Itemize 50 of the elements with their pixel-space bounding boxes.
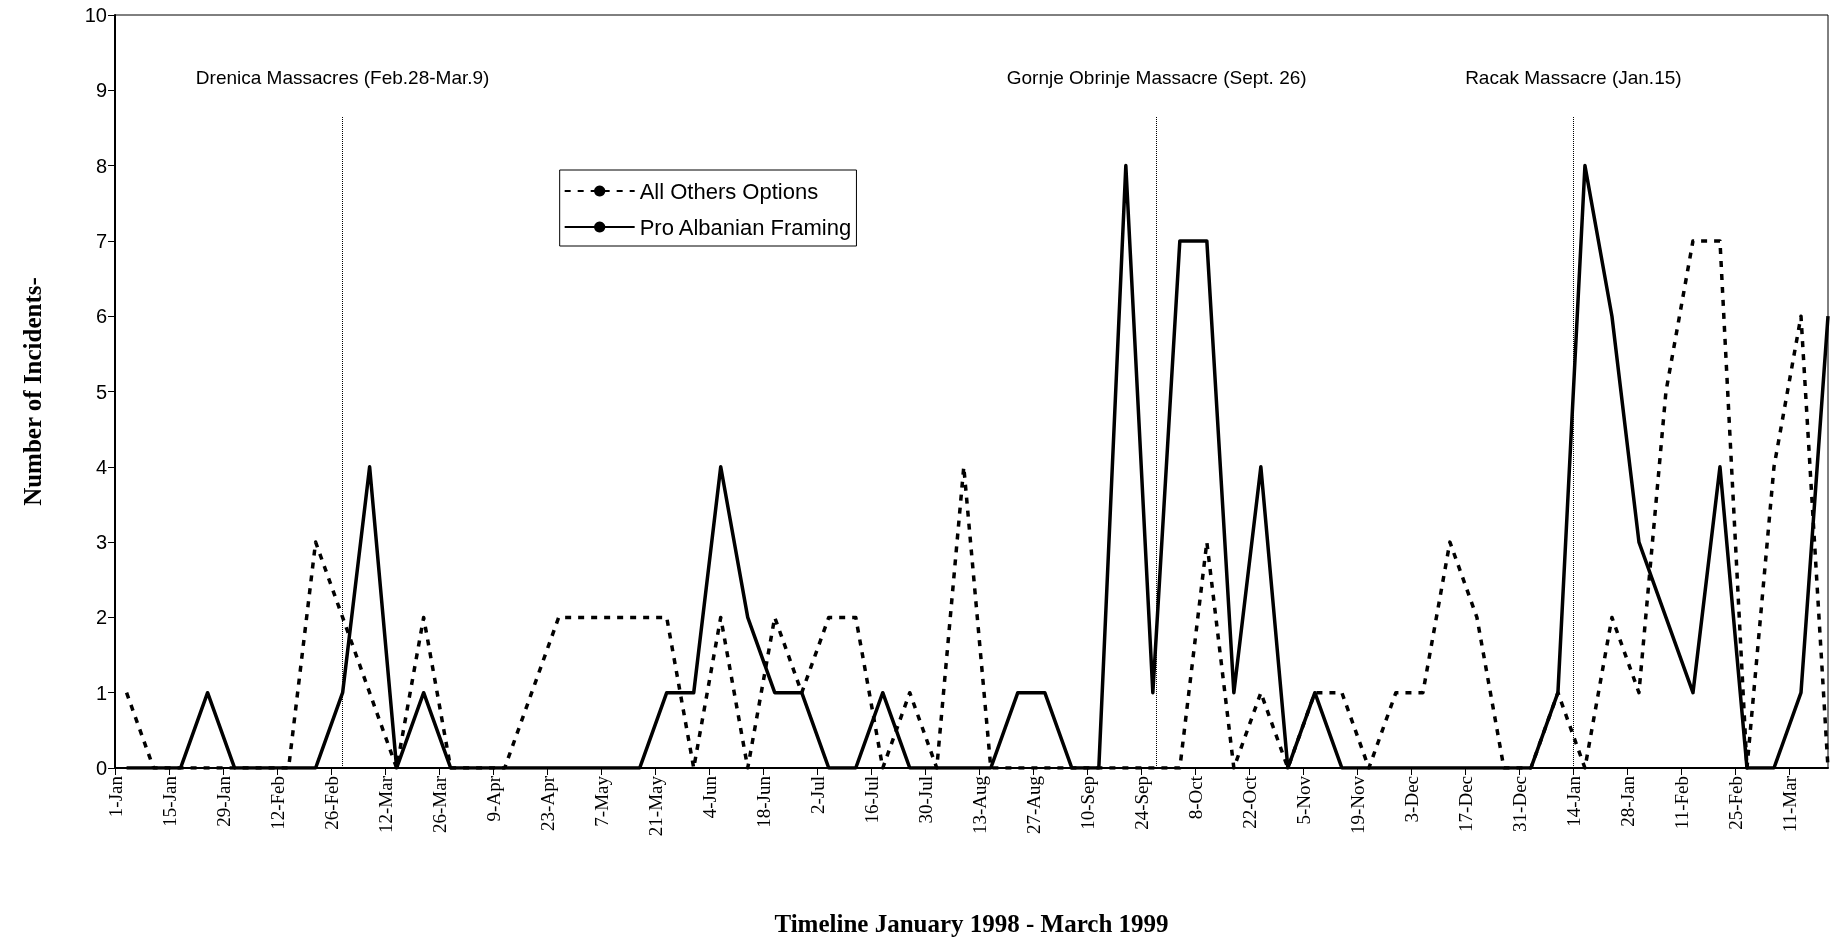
x-tick-label: 30-Jul xyxy=(914,776,936,824)
x-tick-label: 11-Mar xyxy=(1778,775,1800,833)
ref-line-label: Drenica Massacres (Feb.28-Mar.9) xyxy=(195,66,490,88)
x-tick-label: 9-Apr xyxy=(482,775,504,822)
x-tick-label: 24-Sep xyxy=(1130,776,1152,830)
x-tick-label: 27-Aug xyxy=(1022,775,1044,835)
x-tick-label: 26-Mar xyxy=(428,775,450,833)
x-tick-label: 14-Jan xyxy=(1562,775,1584,827)
y-tick-label: 10 xyxy=(84,4,107,26)
x-tick-label: 16-Jul xyxy=(860,776,882,824)
y-tick-label: 2 xyxy=(95,606,107,629)
x-tick-label: 1-Jan xyxy=(104,775,126,818)
x-axis-title: Timeline January 1998 - March 1999 xyxy=(774,910,1169,937)
y-tick-label: 6 xyxy=(95,305,107,328)
legend-label: Pro Albanian Framing xyxy=(639,214,852,240)
x-tick-label: 22-Oct xyxy=(1238,775,1260,829)
x-tick-label: 25-Feb xyxy=(1724,776,1746,830)
x-tick-label: 11-Feb xyxy=(1670,776,1692,830)
y-axis-title: Number of Incidents- xyxy=(19,277,46,506)
x-tick-label: 31-Dec xyxy=(1508,776,1530,832)
x-tick-label: 12-Feb xyxy=(266,776,288,830)
x-tick-label: 10-Sep xyxy=(1076,776,1098,830)
x-tick-label: 7-May xyxy=(590,775,612,827)
x-tick-label: 15-Jan xyxy=(158,775,180,827)
x-tick-label: 21-May xyxy=(644,775,666,837)
x-tick-label: 5-Nov xyxy=(1292,775,1314,825)
x-tick-label: 17-Dec xyxy=(1454,776,1476,832)
ref-line-label: Gornje Obrinje Massacre (Sept. 26) xyxy=(1006,66,1307,88)
legend-label: All Others Options xyxy=(639,178,819,204)
x-tick-label: 4-Jun xyxy=(698,775,720,819)
y-tick-label: 9 xyxy=(95,79,107,102)
x-tick-label: 12-Mar xyxy=(374,775,396,833)
x-tick-label: 18-Jun xyxy=(752,775,774,828)
x-tick-label: 8-Oct xyxy=(1184,775,1206,820)
x-tick-label: 23-Apr xyxy=(536,775,558,831)
x-tick-label: 29-Jan xyxy=(212,775,234,827)
y-tick-label: 4 xyxy=(95,455,107,478)
y-tick-label: 8 xyxy=(95,154,107,177)
ref-line-label: Racak Massacre (Jan.15) xyxy=(1465,66,1682,88)
y-tick-label: 0 xyxy=(95,757,107,779)
x-tick-label: 2-Jul xyxy=(806,776,828,814)
y-tick-label: 5 xyxy=(95,380,107,403)
y-tick-label: 3 xyxy=(95,531,107,554)
x-tick-label: 13-Aug xyxy=(968,775,990,835)
x-tick-label: 28-Jan xyxy=(1616,775,1638,827)
x-tick-label: 19-Nov xyxy=(1346,775,1368,835)
y-tick-label: 1 xyxy=(95,681,107,704)
y-tick-label: 7 xyxy=(95,229,107,252)
x-tick-label: 3-Dec xyxy=(1400,776,1422,823)
x-tick-label: 26-Feb xyxy=(320,776,342,830)
